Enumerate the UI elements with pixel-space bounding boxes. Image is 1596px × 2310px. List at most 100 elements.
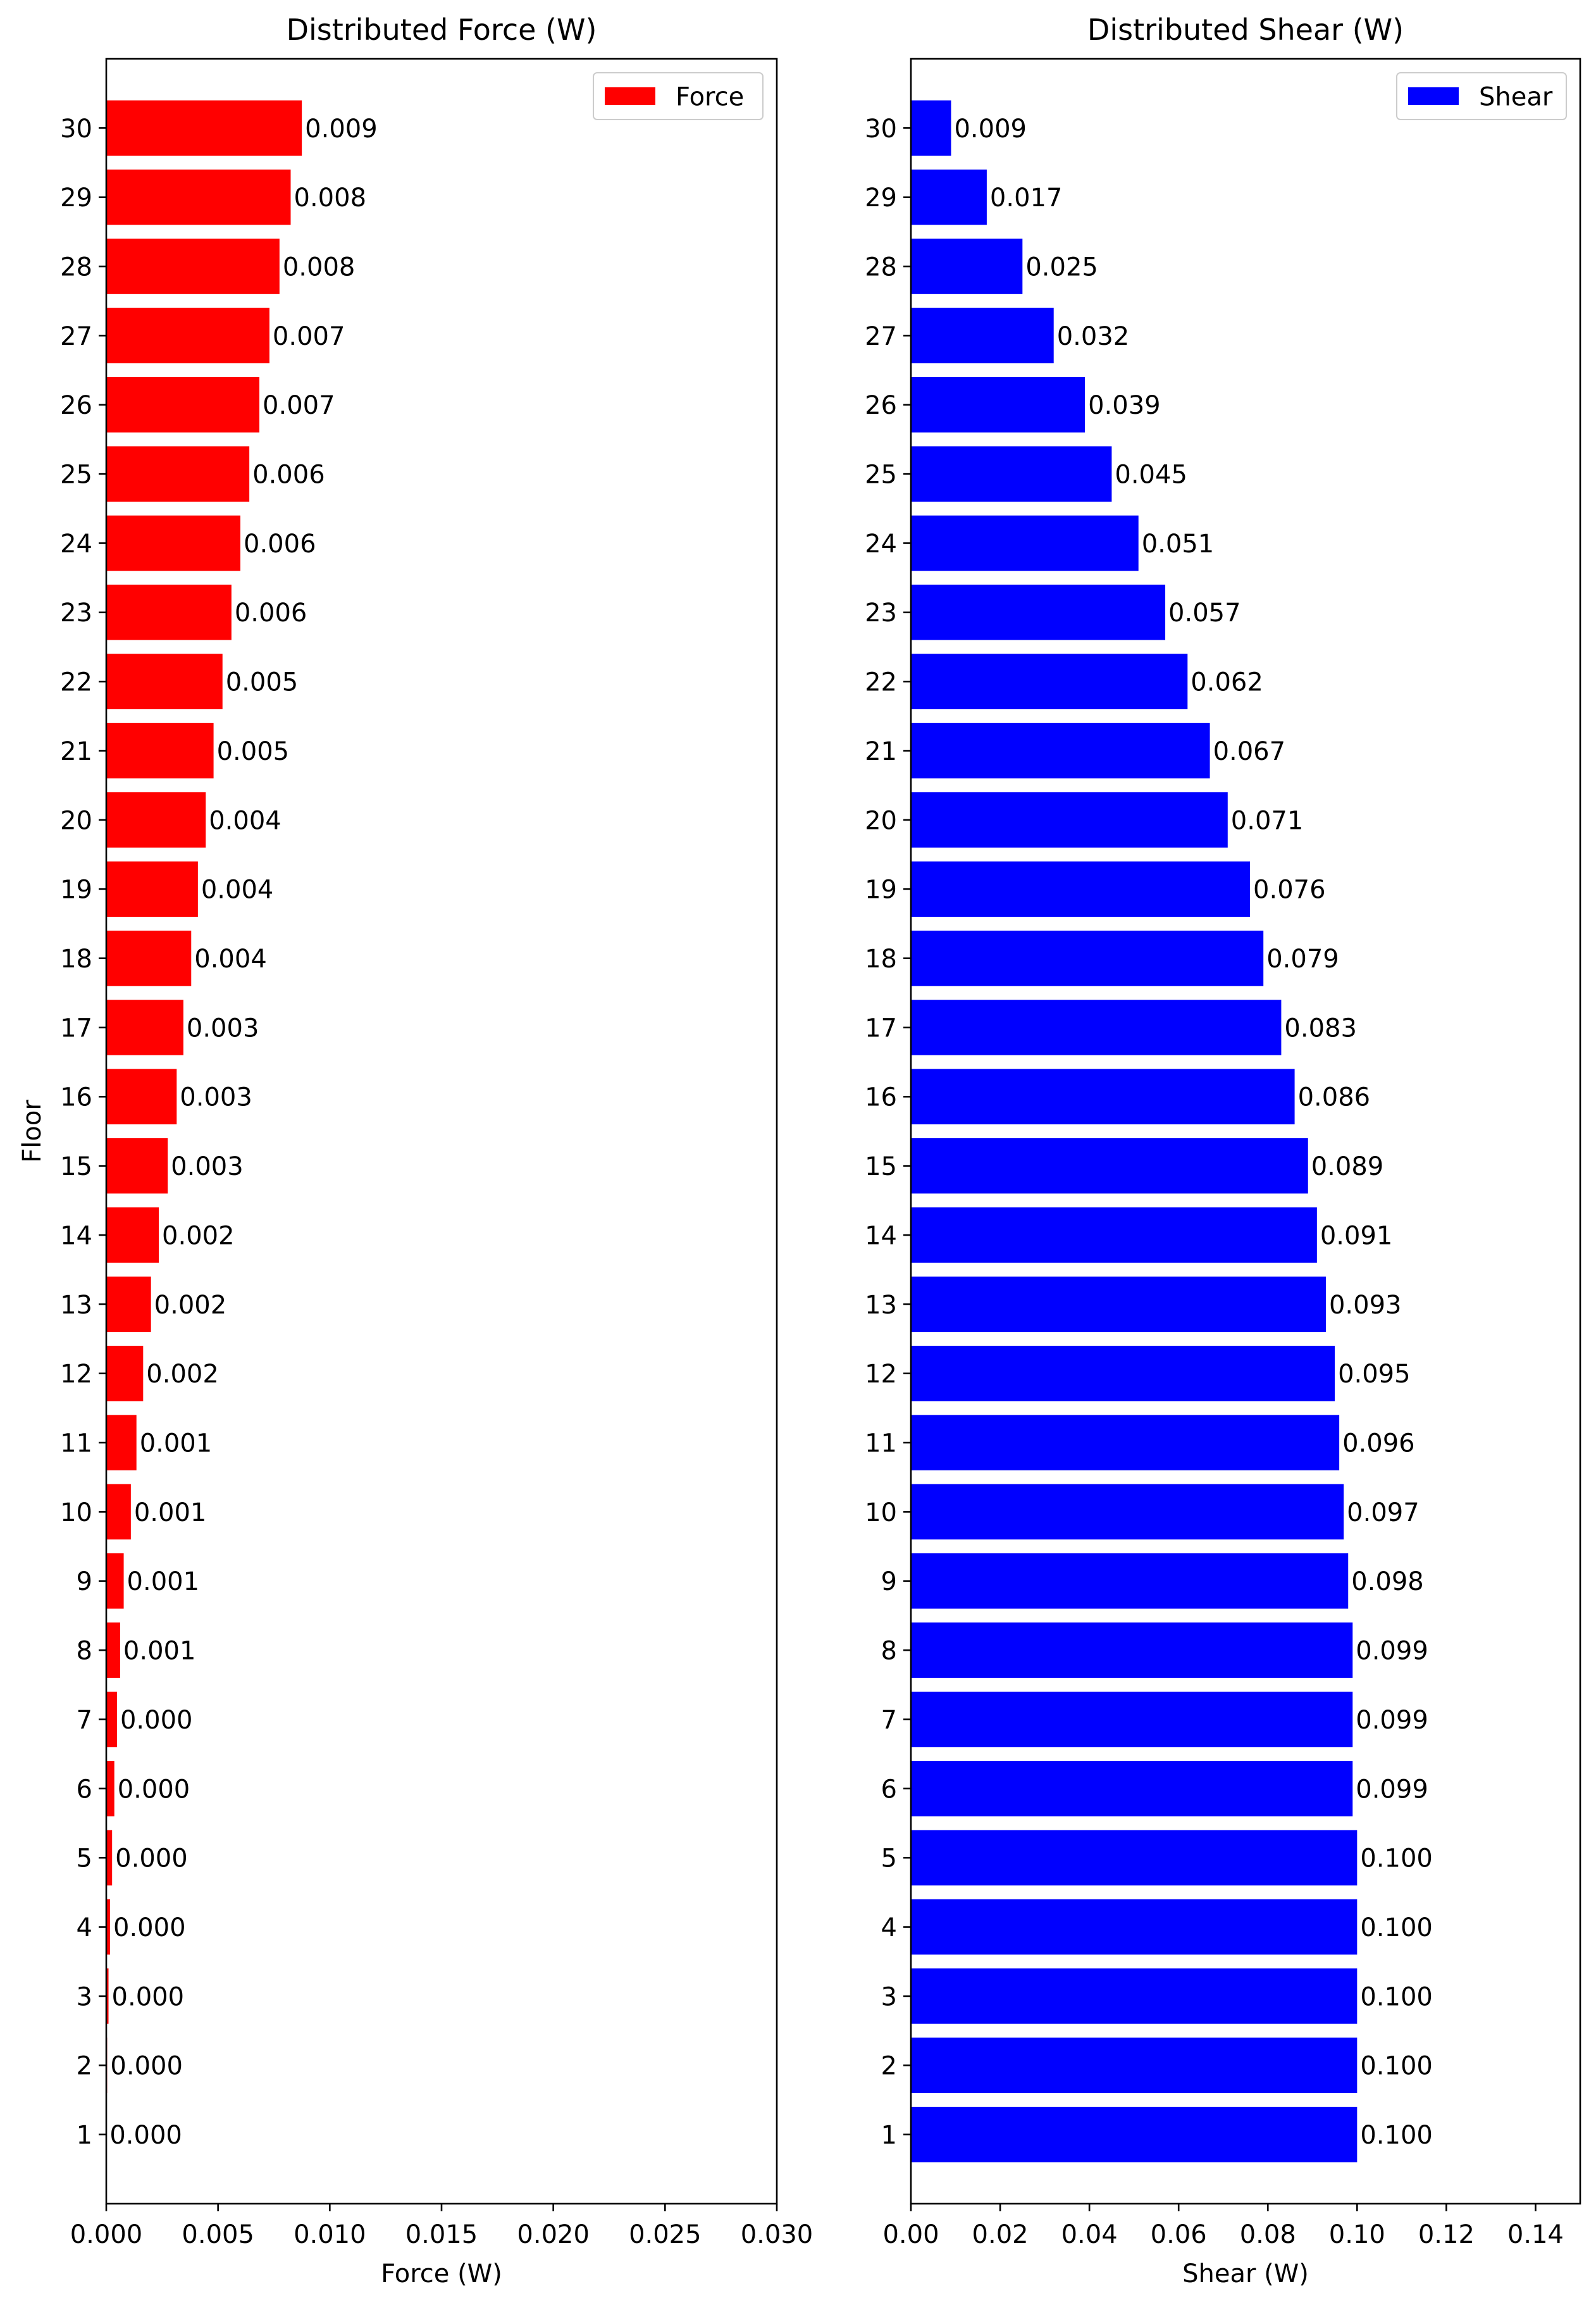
y-tick-label-21: 21 [60,737,92,766]
bar-floor-19 [106,861,198,917]
bar-floor-27 [911,307,1054,364]
y-tick-label-23: 23 [60,599,92,628]
data-label-floor-24: 0.006 [244,530,316,559]
bar-floor-21 [911,723,1210,779]
data-label-floor-29: 0.017 [990,183,1063,213]
bar-floor-20 [911,792,1228,848]
data-label-floor-25: 0.006 [252,461,325,490]
bar-floor-11 [911,1415,1340,1470]
bar-floor-14 [106,1207,159,1263]
y-tick-label-5: 5 [881,1844,897,1873]
y-tick-label-4: 4 [77,1913,92,1942]
legend-swatch [605,87,655,105]
x-axis-label: Shear (W) [1182,2259,1309,2288]
bar-floor-16 [911,1069,1295,1125]
bar-floor-23 [911,585,1166,640]
data-label-floor-10: 0.001 [134,1498,207,1527]
x-tick-label: 0.04 [1061,2220,1118,2249]
data-label-floor-11: 0.096 [1342,1429,1415,1458]
y-tick-label-22: 22 [60,668,92,697]
data-label-floor-15: 0.089 [1311,1152,1384,1181]
y-tick-label-11: 11 [865,1429,897,1458]
x-tick-label: 0.12 [1418,2220,1475,2249]
bar-floor-25 [911,446,1112,502]
bar-floor-18 [106,930,192,986]
y-tick-label-20: 20 [60,806,92,835]
chart-panel-1: 0.000 0.000 0.000 0.000 0.000 0.000 0.000 0.001… [18,13,813,2288]
y-tick-label-8: 8 [77,1637,92,1666]
y-tick-label-28: 28 [865,252,897,282]
x-tick-label: 0.06 [1151,2220,1207,2249]
bar-floor-30 [911,100,951,156]
data-label-floor-21: 0.067 [1213,737,1286,766]
bar-floor-24 [106,515,240,571]
bar-floor-7 [106,1691,117,1748]
x-axis-label: Force (W) [381,2259,502,2288]
chart-panel-2: 0.100 0.100 0.100 0.100 0.100 0.099 0.099 0.099… [865,13,1581,2288]
data-label-floor-8: 0.099 [1356,1637,1428,1666]
bar-floor-24 [911,515,1139,571]
y-tick-label-27: 27 [865,322,897,351]
bar-floor-6 [106,1761,114,1816]
data-label-floor-13: 0.002 [154,1291,227,1320]
data-label-floor-13: 0.093 [1329,1291,1402,1320]
bar-floor-22 [911,654,1188,709]
data-label-floor-18: 0.079 [1266,945,1339,974]
y-tick-label-30: 30 [865,115,897,144]
bar-floor-5 [911,1830,1358,1885]
bar-floor-28 [106,239,280,294]
data-label-floor-2: 0.100 [1360,2052,1433,2081]
data-label-floor-4: 0.000 [113,1913,186,1942]
y-tick-label-8: 8 [881,1637,897,1666]
bar-floor-10 [911,1484,1344,1540]
x-tick-label: 0.08 [1240,2220,1296,2249]
data-label-floor-30: 0.009 [954,115,1027,144]
data-label-floor-24: 0.051 [1142,530,1215,559]
data-label-floor-25: 0.045 [1115,461,1187,490]
data-label-floor-19: 0.004 [201,876,274,905]
plot-frame [910,58,1581,2205]
bar-floor-11 [106,1415,137,1470]
y-tick-label-4: 4 [881,1913,897,1942]
y-tick-label-3: 3 [881,1982,897,2011]
x-tick-label: 0.10 [1329,2220,1385,2249]
y-tick-label-18: 18 [865,945,897,974]
y-tick-label-16: 16 [865,1083,897,1112]
data-label-floor-1: 0.000 [109,2121,182,2150]
x-tick-label: 0.020 [517,2220,590,2249]
bar-floor-15 [106,1138,168,1194]
data-label-floor-9: 0.001 [127,1567,200,1596]
y-tick-label-16: 16 [60,1083,92,1112]
data-label-floor-17: 0.083 [1284,1014,1357,1043]
data-label-floor-16: 0.003 [180,1083,252,1112]
data-label-floor-14: 0.002 [162,1221,235,1250]
data-label-floor-5: 0.100 [1360,1844,1433,1873]
bar-floor-8 [911,1622,1353,1678]
y-tick-label-2: 2 [881,2052,897,2081]
data-label-floor-7: 0.099 [1356,1706,1428,1735]
bar-floor-2 [911,2037,1358,2094]
x-tick-label: 0.000 [70,2220,143,2249]
x-tick-label: 0.00 [882,2220,939,2249]
data-label-floor-11: 0.001 [140,1429,213,1458]
legend-box [593,72,764,120]
bar-floor-9 [106,1553,124,1609]
data-label-floor-6: 0.000 [118,1775,190,1804]
data-label-floor-12: 0.095 [1338,1360,1411,1389]
bar-floor-21 [106,723,214,779]
data-label-floor-1: 0.100 [1360,2121,1433,2150]
data-label-floor-3: 0.100 [1360,1982,1433,2011]
y-tick-label-13: 13 [865,1291,897,1320]
legend-label: Force [676,82,744,111]
data-label-floor-12: 0.002 [146,1360,219,1389]
data-label-floor-5: 0.000 [115,1844,188,1873]
y-tick-label-24: 24 [60,530,92,559]
y-tick-label-2: 2 [77,2052,92,2081]
x-tick-label: 0.14 [1507,2220,1564,2249]
y-tick-label-15: 15 [865,1152,897,1181]
chart-title: Distributed Shear (W) [1087,13,1404,47]
bar-floor-27 [106,307,269,364]
data-label-floor-30: 0.009 [305,115,378,144]
bar-floor-8 [106,1622,120,1678]
